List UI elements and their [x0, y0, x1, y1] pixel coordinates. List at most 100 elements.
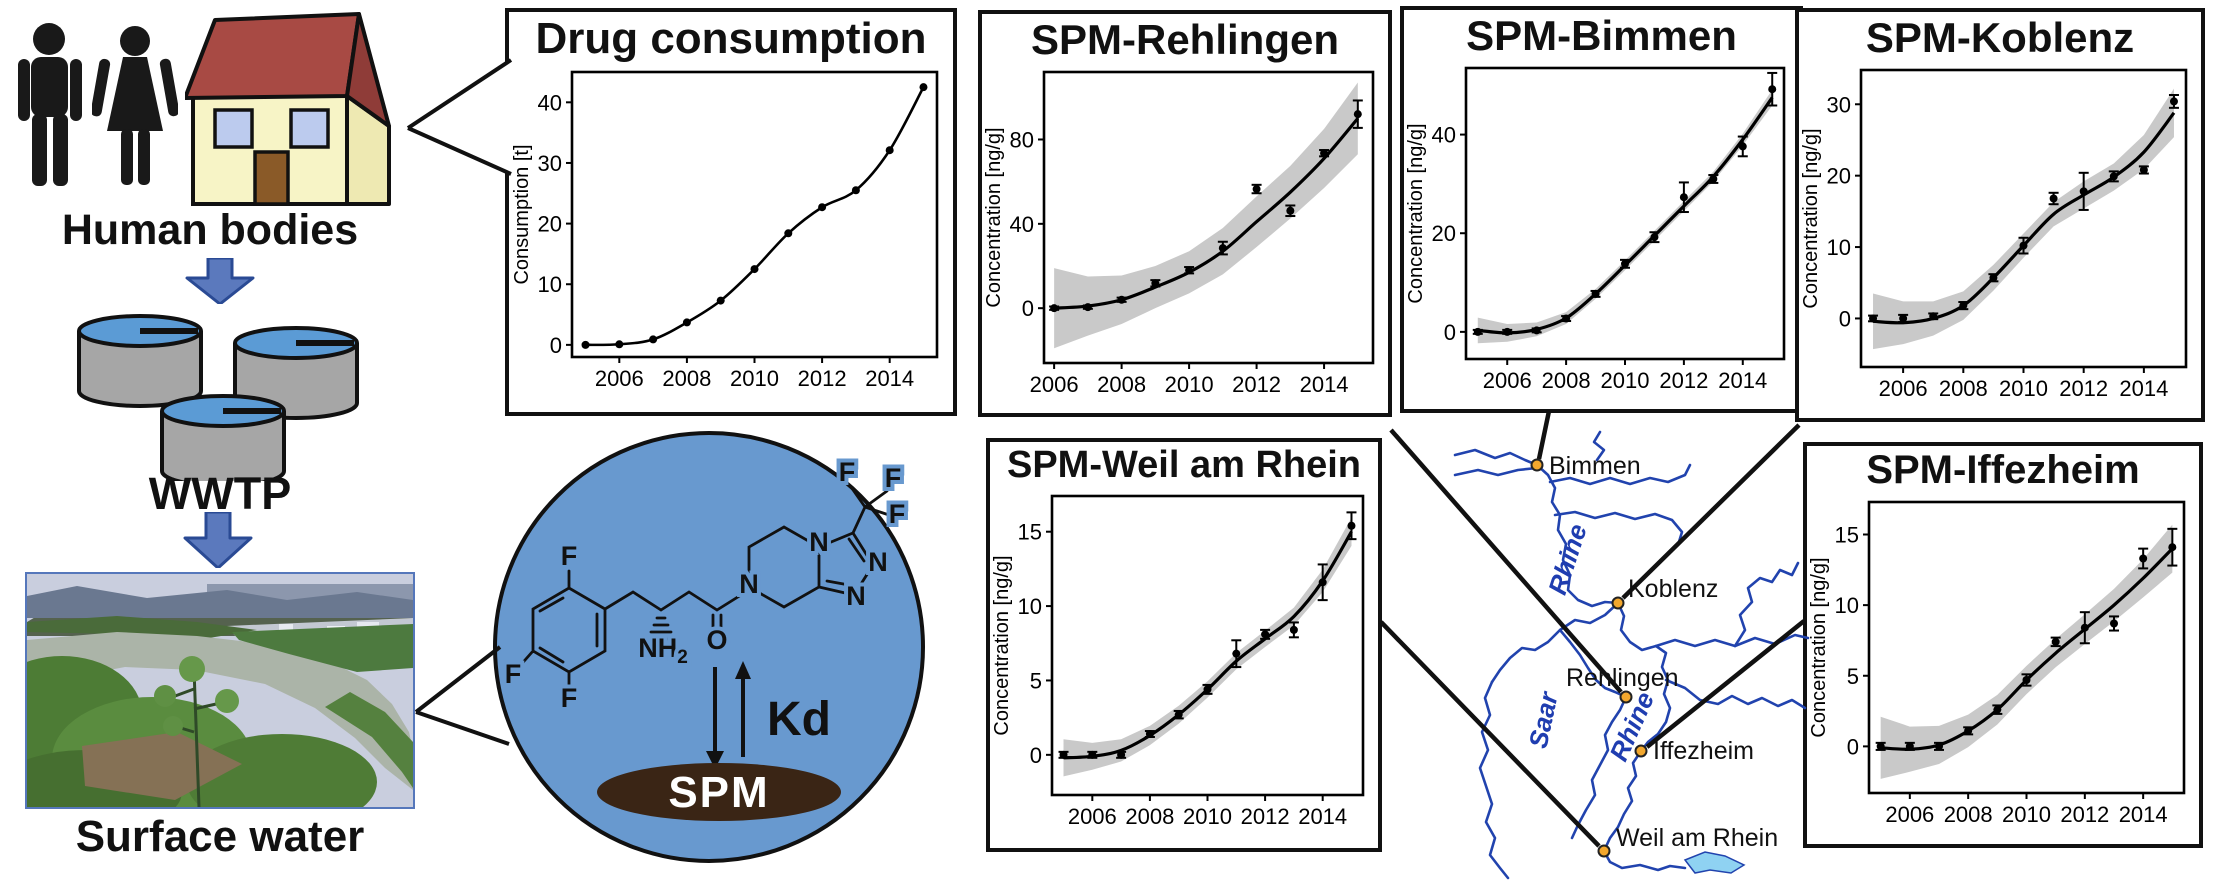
- clarifier-tank: [160, 394, 286, 481]
- svg-text:30: 30: [1827, 92, 1851, 117]
- river-line: [1664, 678, 1807, 710]
- panel-spm-weil-am-rhein: SPM-Weil am Rhein 2006 2008 2010 2012 2014 0 5…: [986, 438, 1382, 852]
- svg-text:2014: 2014: [1298, 804, 1347, 829]
- clarifier-tank: [77, 314, 203, 408]
- svg-text:2008: 2008: [1542, 368, 1591, 393]
- svg-text:2006: 2006: [1885, 802, 1934, 827]
- atom-label: N: [809, 527, 829, 557]
- svg-text:2012: 2012: [1659, 368, 1708, 393]
- svg-text:40: 40: [1432, 123, 1456, 148]
- spm-weil-am-rhein-chart: 2006 2008 2010 2012 2014 0 5 10 15Concentration …: [992, 494, 1365, 829]
- svg-text:15: 15: [1835, 522, 1859, 547]
- callout-line-house-chart: [406, 58, 513, 130]
- kd-equilibrium-arrows: [706, 661, 751, 769]
- svg-text:2010: 2010: [730, 366, 779, 391]
- river-line: [1733, 561, 1800, 648]
- down-arrow-icon: [185, 258, 255, 304]
- svg-text:30: 30: [538, 151, 562, 176]
- svg-text:0: 0: [1022, 296, 1034, 321]
- station-label: Rehlingen: [1566, 664, 1679, 692]
- river-line: [1453, 466, 1539, 477]
- wwtp-label: WWTP: [148, 468, 292, 519]
- svg-text:5: 5: [1847, 664, 1859, 689]
- svg-text:0: 0: [550, 333, 562, 358]
- atom-label: F: [885, 463, 902, 493]
- river-label: Rhine: [1542, 520, 1593, 598]
- svg-text:15: 15: [1018, 519, 1042, 544]
- station-dot: [1634, 744, 1648, 758]
- atom-label: NH2: [638, 633, 688, 668]
- svg-text:40: 40: [538, 91, 562, 116]
- river-label: Saar: [1523, 688, 1564, 751]
- svg-text:Concentration [ng/g]: Concentration [ng/g]: [984, 127, 1005, 307]
- svg-text:80: 80: [1010, 128, 1034, 153]
- svg-text:2008: 2008: [1097, 372, 1146, 397]
- svg-text:0: 0: [1030, 742, 1042, 767]
- svg-text:2008: 2008: [1125, 804, 1174, 829]
- svg-text:2008: 2008: [1944, 802, 1993, 827]
- river-line: [1453, 448, 1539, 467]
- svg-text:Concentration [ng/g]: Concentration [ng/g]: [1809, 557, 1830, 737]
- svg-text:10: 10: [1018, 594, 1042, 619]
- panel-title: SPM-Bimmen: [1466, 12, 1737, 59]
- svg-text:Concentration [ng/g]: Concentration [ng/g]: [992, 555, 1013, 735]
- panel-spm-iffezheim: SPM-Iffezheim 2006 2008 2010 2012 2014 0 5 10 15…: [1803, 442, 2203, 848]
- spm-iffezheim-chart: 2006 2008 2010 2012 2014 0 5 10 15Concentration …: [1809, 500, 2186, 827]
- atom-label: F: [561, 683, 578, 713]
- station-dot: [1611, 596, 1625, 610]
- svg-text:2014: 2014: [1300, 372, 1349, 397]
- station-label: Iffezheim: [1653, 737, 1754, 765]
- atom-label: F: [505, 659, 522, 689]
- svg-text:0: 0: [1839, 306, 1851, 331]
- svg-text:Concentration [ng/g]: Concentration [ng/g]: [1406, 123, 1427, 303]
- surface-water-label: Surface water: [75, 812, 365, 861]
- surface-water-photo: [0, 572, 415, 834]
- svg-text:0: 0: [1847, 734, 1859, 759]
- svg-text:2010: 2010: [2002, 802, 2051, 827]
- svg-text:2014: 2014: [1718, 368, 1767, 393]
- wwtp-tanks-icon: [77, 314, 359, 481]
- svg-text:2006: 2006: [595, 366, 644, 391]
- svg-text:2010: 2010: [1601, 368, 1650, 393]
- atom-label: O: [706, 625, 727, 655]
- svg-text:20: 20: [538, 212, 562, 237]
- svg-text:2014: 2014: [2119, 376, 2168, 401]
- svg-text:2014: 2014: [865, 366, 914, 391]
- river-line: [1478, 680, 1510, 880]
- river-line: [1654, 633, 1810, 648]
- river-line: [1602, 849, 1687, 872]
- station-label: Bimmen: [1549, 452, 1641, 480]
- river-line: [1602, 749, 1643, 853]
- panel-title: SPM-Rehlingen: [1030, 16, 1339, 63]
- svg-text:0: 0: [1444, 320, 1456, 345]
- atom-label: N: [846, 581, 866, 611]
- callout-line-photo-circle: [415, 710, 510, 746]
- svg-text:2014: 2014: [2119, 802, 2168, 827]
- callout-line-photo-circle: [414, 645, 502, 714]
- svg-text:10: 10: [1835, 593, 1859, 618]
- svg-text:2008: 2008: [1939, 376, 1988, 401]
- svg-text:2012: 2012: [798, 366, 847, 391]
- svg-text:2010: 2010: [1165, 372, 1214, 397]
- svg-text:2012: 2012: [1241, 804, 1290, 829]
- svg-text:Consumption [t]: Consumption [t]: [512, 145, 533, 285]
- lake-constance: [1683, 851, 1746, 874]
- svg-text:2010: 2010: [1183, 804, 1232, 829]
- callout-line-house-chart: [407, 126, 512, 176]
- house-icon: [185, 12, 391, 206]
- svg-text:2006: 2006: [1879, 376, 1928, 401]
- svg-text:2012: 2012: [1232, 372, 1281, 397]
- spm-sediment-ellipse: [597, 763, 841, 821]
- panel-title: SPM-Weil am Rhein: [1006, 444, 1362, 486]
- station-label: Koblenz: [1628, 575, 1718, 603]
- svg-text:40: 40: [1010, 212, 1034, 237]
- human-bodies-label: Human bodies: [61, 206, 359, 254]
- panel-title: SPM-Iffezheim: [1866, 448, 2140, 492]
- station-dot: [1530, 458, 1544, 472]
- drug-consumption-chart: 2006 2008 2010 2012 2014 0 10 20 30 40 Consumption…: [512, 70, 939, 391]
